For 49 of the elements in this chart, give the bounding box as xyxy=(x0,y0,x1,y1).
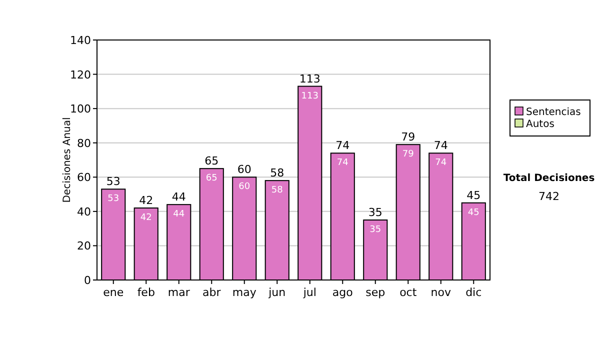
y-tick-label: 140 xyxy=(70,34,91,47)
data-label: 45 xyxy=(468,208,480,218)
data-label: 44 xyxy=(173,210,185,220)
total-label: 65 xyxy=(204,154,219,168)
y-tick-label: 60 xyxy=(77,171,91,184)
x-tick-label: nov xyxy=(430,286,452,299)
total-label: 113 xyxy=(299,72,320,86)
x-tick-label: feb xyxy=(137,286,155,299)
x-tick-label: jun xyxy=(268,286,286,299)
total-label: 53 xyxy=(106,175,120,188)
x-tick-label: mar xyxy=(168,286,190,299)
legend-label: Sentencias xyxy=(526,107,581,118)
y-tick-label: 40 xyxy=(77,205,91,218)
data-label: 35 xyxy=(370,225,382,235)
x-tick-label: jul xyxy=(302,286,316,299)
x-tick-label: may xyxy=(232,286,257,299)
y-tick-label: 120 xyxy=(70,68,91,82)
text: Total Decisiones xyxy=(503,173,595,184)
text: 742 xyxy=(538,190,560,203)
total-label: 74 xyxy=(336,139,350,152)
x-tick-label: ene xyxy=(103,286,124,299)
total-label: 79 xyxy=(401,130,416,144)
data-label: 58 xyxy=(271,186,284,196)
total-label: 35 xyxy=(368,206,382,219)
data-label: 113 xyxy=(301,91,318,102)
data-label: 65 xyxy=(206,174,218,184)
y-axis-title: Decisiones Anual xyxy=(62,117,73,203)
x-tick-label: abr xyxy=(202,286,222,299)
y-tick-label: 0 xyxy=(84,274,91,287)
x-tick-label: ago xyxy=(332,286,354,299)
data-label: 74 xyxy=(336,158,349,168)
total-label: 74 xyxy=(434,139,448,152)
x-tick-label: sep xyxy=(366,286,386,299)
y-tick-label: 100 xyxy=(70,102,91,116)
legend-label: Autos xyxy=(526,119,554,130)
data-label: 74 xyxy=(435,158,447,168)
data-label: 53 xyxy=(108,194,120,204)
total-label: 42 xyxy=(139,194,154,207)
y-tick-label: 80 xyxy=(77,136,91,150)
x-tick-label: oct xyxy=(400,286,418,299)
data-label: 42 xyxy=(140,213,152,223)
total-label: 44 xyxy=(172,190,186,204)
total-label: 60 xyxy=(237,163,252,176)
total-label: 58 xyxy=(270,166,284,180)
y-tick-label: 20 xyxy=(77,240,91,253)
data-label: 79 xyxy=(402,150,414,160)
total-label: 45 xyxy=(466,188,481,202)
data-label: 60 xyxy=(238,182,250,192)
x-tick-label: dic xyxy=(466,286,482,299)
